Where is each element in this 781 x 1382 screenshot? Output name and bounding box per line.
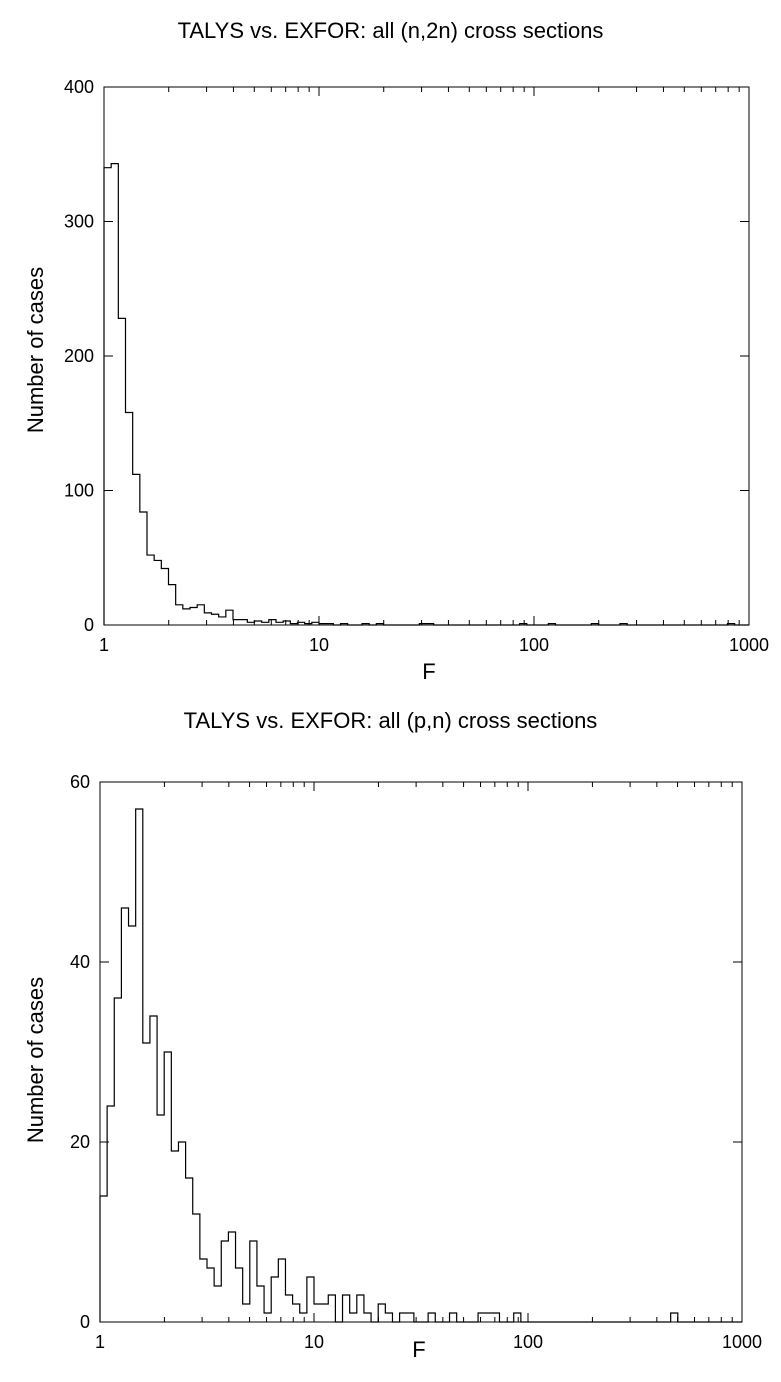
x-axis-label: F xyxy=(422,659,436,684)
x-tick-label: 100 xyxy=(519,635,549,655)
y-tick-label: 400 xyxy=(64,77,94,97)
y-tick-label: 0 xyxy=(80,1312,90,1332)
histogram-plot: 1 10 100 1000 0 20 40 60 xyxy=(70,772,762,1352)
y-tick-label: 20 xyxy=(70,1132,90,1152)
x-tick-label: 100 xyxy=(513,1332,543,1352)
y-tick-label: 0 xyxy=(84,615,94,635)
chart-panel-n2n: TALYS vs. EXFOR: all (n,2n) cross sectio… xyxy=(0,0,781,690)
x-tick-label: 1 xyxy=(95,1332,105,1352)
x-tick-label: 1 xyxy=(99,635,109,655)
plot-frame xyxy=(103,86,750,626)
chart-title: TALYS vs. EXFOR: all (p,n) cross section… xyxy=(183,708,598,733)
y-tick-label: 100 xyxy=(64,481,94,501)
x-tick-label: 1000 xyxy=(722,1332,762,1352)
y-tick-label: 200 xyxy=(64,346,94,366)
x-axis-label: F xyxy=(412,1337,426,1362)
histogram-series xyxy=(99,808,742,1323)
x-tick-label: 10 xyxy=(304,1332,324,1352)
histogram-series xyxy=(103,163,749,626)
plot-frame xyxy=(99,781,743,1323)
chart-panel-pn: TALYS vs. EXFOR: all (p,n) cross section… xyxy=(0,690,781,1382)
y-tick-label: 40 xyxy=(70,952,90,972)
x-tick-label: 10 xyxy=(309,635,329,655)
histogram-plot: 1 10 100 1000 0 100 200 300 400 xyxy=(64,77,769,655)
y-tick-label: 60 xyxy=(70,772,90,792)
y-tick-label: 300 xyxy=(64,212,94,232)
chart-title: TALYS vs. EXFOR: all (n,2n) cross sectio… xyxy=(177,18,604,43)
x-tick-label: 1000 xyxy=(729,635,769,655)
